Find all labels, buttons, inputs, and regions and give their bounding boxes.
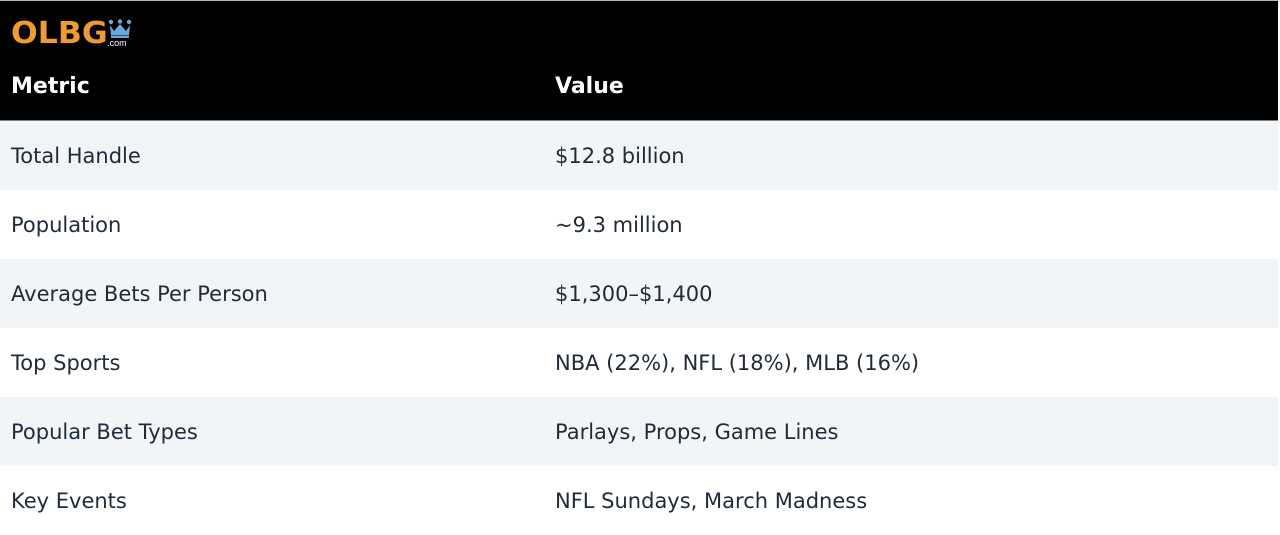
value-cell: NBA (22%), NFL (18%), MLB (16%) [555, 350, 920, 375]
logo-text: OLBG [11, 16, 108, 51]
value-cell: NFL Sundays, March Madness [555, 488, 868, 513]
column-header-value: Value [555, 74, 624, 99]
metric-cell: Average Bets Per Person [11, 281, 268, 306]
column-header-metric: Metric [11, 74, 90, 99]
metric-cell: Population [11, 212, 122, 237]
metric-cell: Total Handle [11, 143, 141, 168]
value-cell: ~9.3 million [555, 212, 683, 237]
table-header: OLBG .com Metric Value [0, 1, 1278, 121]
metric-cell: Key Events [11, 488, 127, 513]
value-cell: $1,300–$1,400 [555, 281, 713, 306]
table-row: Top Sports NBA (22%), NFL (18%), MLB (16… [0, 328, 1278, 397]
metric-cell: Popular Bet Types [11, 419, 198, 444]
value-cell: $12.8 billion [555, 143, 685, 168]
olbg-logo[interactable]: OLBG .com [11, 17, 135, 57]
table-row: Average Bets Per Person $1,300–$1,400 [0, 259, 1278, 328]
metric-cell: Top Sports [11, 350, 121, 375]
crown-icon [108, 19, 132, 38]
table-row: Total Handle $12.8 billion [0, 121, 1278, 190]
value-cell: Parlays, Props, Game Lines [555, 419, 839, 444]
logo-suffix: .com [107, 38, 127, 48]
table-row: Key Events NFL Sundays, March Madness [0, 466, 1278, 535]
table-row: Popular Bet Types Parlays, Props, Game L… [0, 397, 1278, 466]
table-row: Population ~9.3 million [0, 190, 1278, 259]
logo-side: .com [105, 17, 135, 51]
